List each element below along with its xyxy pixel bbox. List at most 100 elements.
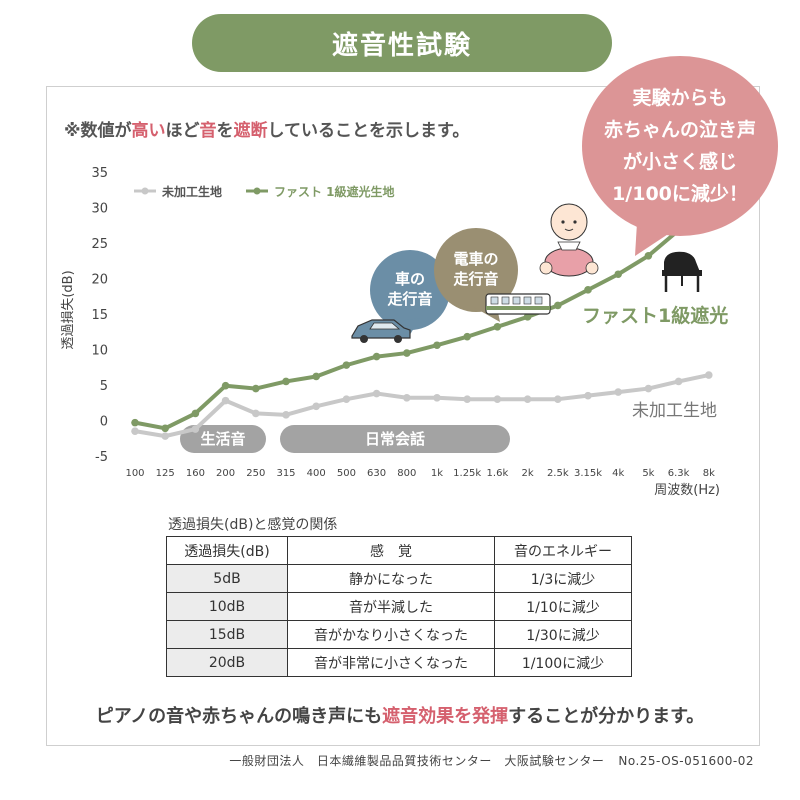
data-point [161, 432, 169, 440]
note-mid1: ほど [165, 121, 200, 141]
x-tick-label: 200 [216, 468, 235, 479]
data-point [252, 409, 260, 418]
data-point [312, 402, 321, 411]
bubble-line-2: 赤ちゃんの泣き声 [603, 119, 756, 141]
table-cell-feel: 音が半減した [287, 592, 495, 621]
legend-dot-raw [141, 187, 149, 195]
car-tag-line2: 走行音 [387, 290, 432, 308]
x-tick-label: 4k [612, 468, 624, 479]
table-cell-energy: 1/30に減少 [494, 620, 632, 649]
x-tick-label: 500 [337, 468, 356, 479]
table-row: 10dB 音が半減した 1/10に減少 [166, 592, 632, 621]
band-talk-label: 日常会話 [365, 430, 425, 448]
x-tick-label: 1k [431, 468, 443, 479]
x-axis-label: 周波数(Hz) [654, 483, 720, 498]
data-point [584, 286, 592, 294]
data-point [523, 395, 532, 404]
data-point [312, 372, 321, 381]
table-header-row: 透過損失(dB) 感 覚 音のエネルギー [166, 536, 632, 565]
bottom-highlight: 遮音効果を発揮 [382, 706, 509, 727]
table-cell-energy: 1/10に減少 [494, 592, 632, 621]
x-tick-label: 125 [156, 468, 175, 479]
x-tick-label: 2k [522, 468, 534, 479]
bottom-suffix: することが分かります。 [508, 706, 705, 727]
data-point [191, 425, 200, 433]
car-tag-line1: 車の [395, 270, 425, 288]
data-point [282, 411, 290, 419]
data-point [372, 389, 381, 398]
x-tick-label: 8k [703, 468, 715, 479]
data-point [191, 409, 200, 418]
data-point [161, 424, 169, 433]
y-tick-label: 20 [91, 273, 108, 288]
relation-table: 透過損失(dB) 感 覚 音のエネルギー 5dB 静かになった 1/3に減少 1… [166, 536, 632, 677]
y-tick-label: 30 [91, 202, 108, 217]
table-caption: 透過損失(dB)と感覚の関係 [168, 517, 338, 533]
x-tick-label: 6.3k [668, 468, 690, 479]
note-hl-block: 遮断 [233, 121, 268, 141]
data-point [221, 381, 230, 390]
table-cell-feel: 音がかなり小さくなった [287, 620, 495, 649]
series-label-raw: 未加工生地 [632, 401, 717, 421]
data-point [644, 251, 653, 260]
note-hl-high: 高い [131, 121, 166, 141]
y-tick-label: 35 [91, 166, 108, 181]
data-point [554, 395, 562, 404]
table-cell-energy: 1/100に減少 [494, 648, 632, 677]
footer: 一般財団法人 日本繊維製品品質技術センター 大阪試験センター No.25-OS-0… [215, 752, 754, 769]
baby-icon [539, 203, 599, 277]
y-axis: 35 30 25 20 15 10 5 0 -5 [91, 166, 108, 465]
data-point [584, 391, 592, 400]
x-tick-label: 1.6k [487, 468, 509, 479]
y-tick-label: -5 [95, 450, 108, 465]
y-axis-label: 透過損失(dB) [61, 270, 76, 349]
chart-svg: 生活音 日常会話 35 30 25 20 15 10 5 0 -5 100 125 160 200 25… [61, 166, 728, 498]
data-point [705, 371, 713, 379]
data-point [523, 313, 532, 321]
legend-label-raw: 未加工生地 [161, 184, 222, 199]
data-point [493, 322, 502, 331]
series-lines [131, 200, 713, 440]
series-line-0 [134, 373, 710, 439]
series-label-fast: ファスト1級遮光 [582, 304, 728, 327]
note-suffix: していることを示します。 [267, 121, 470, 141]
note-mid2: を [216, 121, 234, 141]
x-tick-label: 315 [276, 468, 295, 479]
table-cell-db: 5dB [166, 564, 288, 593]
data-point [614, 270, 622, 279]
data-point [342, 395, 351, 404]
piano-icon [662, 251, 702, 292]
data-point [131, 418, 139, 427]
x-tick-label: 160 [186, 468, 205, 479]
train-tag-line1: 電車の [453, 250, 498, 268]
car-icon [351, 319, 411, 343]
x-tick-label: 3.15k [574, 468, 602, 479]
data-point [433, 393, 441, 402]
table-row: 5dB 静かになった 1/3に減少 [166, 564, 632, 593]
data-point [433, 341, 441, 350]
legend-label-fast: ファスト 1級遮光生地 [274, 184, 395, 199]
x-tick-label: 1.25k [453, 468, 481, 479]
note-hl-sound: 音 [199, 121, 217, 141]
bubble-line-3: が小さく感じ [622, 151, 737, 173]
callout-bubble: 実験からも 赤ちゃんの泣き声 が小さく感じ 1/100に減少！ [582, 56, 778, 236]
data-point [403, 349, 411, 357]
train-tag-line2: 走行音 [453, 270, 498, 288]
data-point [131, 427, 139, 435]
data-point [493, 395, 502, 404]
band-talk-bg [280, 425, 510, 453]
y-tick-label: 5 [100, 379, 108, 394]
data-point [614, 388, 622, 396]
table-cell-db: 15dB [166, 620, 288, 649]
data-point [463, 395, 472, 404]
data-point [252, 384, 260, 393]
page-title: 遮音性試験 [192, 14, 612, 72]
data-point [221, 396, 230, 405]
y-tick-label: 10 [91, 344, 108, 359]
legend-dot-fast [253, 187, 261, 195]
table-header-db: 透過損失(dB) [166, 536, 288, 565]
chart-note: ※数値が高いほど音を遮断していることを示します。 [64, 116, 469, 141]
band-life-bg [180, 425, 266, 453]
table-cell-db: 10dB [166, 592, 288, 621]
x-tick-label: 2.5k [547, 468, 569, 479]
